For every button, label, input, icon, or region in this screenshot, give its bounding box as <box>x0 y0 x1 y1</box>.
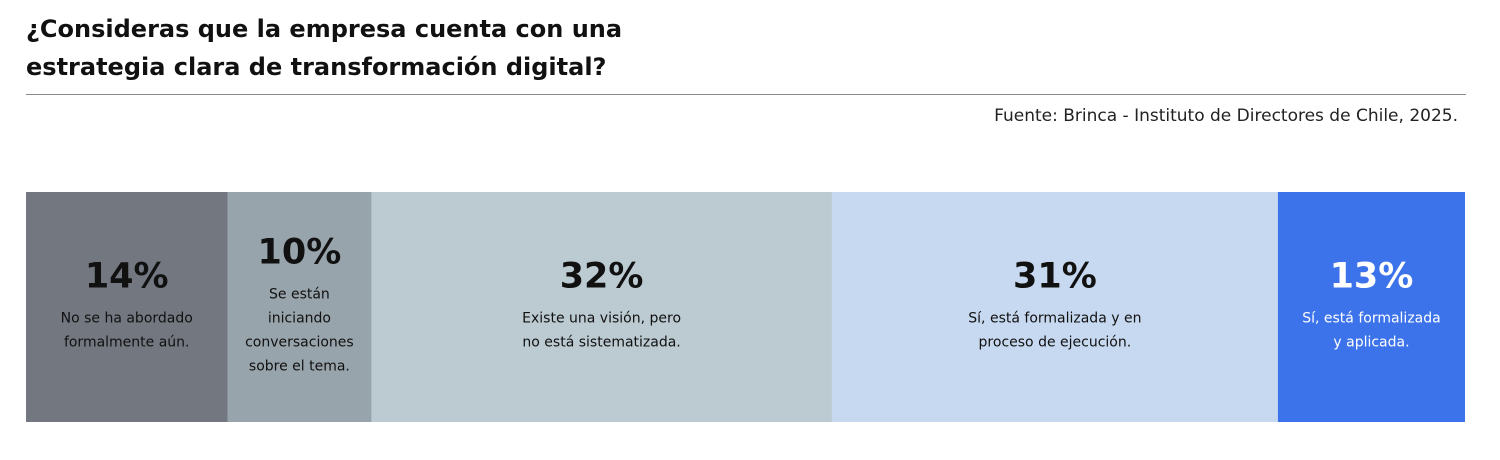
segment-2-value-label: 10% <box>258 233 342 273</box>
segment-3-description-line: no está sistematizada. <box>522 335 680 351</box>
segment-3-value-label: 32% <box>560 257 644 297</box>
bar-segment-1 <box>26 192 229 422</box>
segment-3-description-line: Existe una visión, pero <box>522 311 681 327</box>
segment-2-description-line: sobre el tema. <box>249 359 350 375</box>
segment-2-description-line: Se están <box>269 287 330 303</box>
segment-1-value-label: 14% <box>85 257 169 297</box>
segment-4-description-line: proceso de ejecución. <box>979 335 1132 351</box>
segment-5-value-label: 13% <box>1330 257 1414 297</box>
segment-4-description-line: Sí, está formalizada y en <box>968 311 1141 327</box>
segment-1-description-line: formalmente aún. <box>64 335 190 351</box>
bar-segment-5 <box>1277 192 1465 422</box>
stacked-bar-chart: 14% No se ha abordado formalmente aún. 10% S… <box>26 192 1465 422</box>
chart-title: ¿Consideras que la empresa cuenta con un… <box>26 15 623 81</box>
segment-1-description-line: No se ha abordado <box>61 311 193 327</box>
bar-segment-4 <box>831 192 1279 422</box>
segment-2-description-line: conversaciones <box>245 335 354 351</box>
source-note: Fuente: Brinca - Instituto de Directores… <box>994 106 1458 126</box>
chart-svg: 14% No se ha abordado formalmente aún. 10% S… <box>26 192 1465 422</box>
bar-segment-2 <box>227 192 372 422</box>
segment-5-description-line: Sí, está formalizada <box>1302 311 1441 327</box>
title-divider <box>26 94 1466 95</box>
segment-2-description-line: iniciando <box>268 311 331 327</box>
bar-segment-3 <box>371 192 833 422</box>
segment-5-description-line: y aplicada. <box>1333 335 1409 351</box>
segment-4-value-label: 31% <box>1013 257 1097 297</box>
